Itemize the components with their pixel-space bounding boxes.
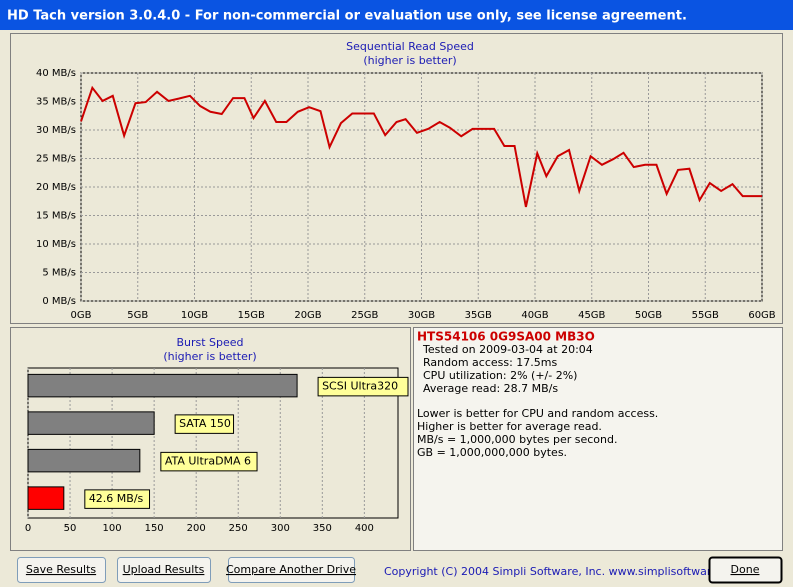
button-label[interactable]: Upload Results xyxy=(123,563,205,576)
bar xyxy=(27,448,141,473)
bar-label-box xyxy=(84,489,151,509)
x-tick-label: 350 xyxy=(313,523,332,534)
info-detail: CPU utilization: 2% (+/- 2%) xyxy=(423,369,577,382)
info-detail: Average read: 28.7 MB/s xyxy=(423,382,558,395)
y-tick-label: 35 MB/s xyxy=(36,97,76,108)
button[interactable] xyxy=(117,557,211,583)
copyright: Copyright (C) 2004 Simpli Software, Inc.… xyxy=(384,565,745,578)
bar-label-box xyxy=(174,414,235,434)
y-tick-label: 15 MB/s xyxy=(36,211,76,222)
x-tick-label: 5GB xyxy=(127,310,148,321)
bar-label-box xyxy=(317,376,409,397)
drive-name: HTS54106 0G9SA00 MB3O xyxy=(417,330,595,344)
x-tick-label: 35GB xyxy=(465,310,492,321)
y-tick-label: 5 MB/s xyxy=(42,268,76,279)
x-tick-label: 250 xyxy=(229,523,248,534)
chart-subtitle: (higher is better) xyxy=(163,350,256,363)
button-label[interactable]: Save Results xyxy=(26,563,96,576)
chart-title: Sequential Read Speed xyxy=(346,40,474,53)
x-tick-label: 0GB xyxy=(71,310,92,321)
bar xyxy=(27,486,65,510)
button[interactable] xyxy=(228,557,355,583)
x-tick-label: 0 xyxy=(25,523,31,534)
x-tick-label: 30GB xyxy=(408,310,435,321)
y-tick-label: 10 MB/s xyxy=(36,239,76,250)
read-line xyxy=(80,85,762,208)
button[interactable] xyxy=(708,556,783,584)
y-tick-label: 0 MB/s xyxy=(42,296,76,307)
bar-label: SCSI Ultra320 xyxy=(322,380,398,393)
x-tick-label: 45GB xyxy=(578,310,605,321)
y-tick-label: 25 MB/s xyxy=(36,154,76,165)
y-tick-label: 20 MB/s xyxy=(36,182,76,193)
x-tick-label: 20GB xyxy=(294,310,321,321)
info-note: MB/s = 1,000,000 bytes per second. xyxy=(417,433,617,446)
info-note: Higher is better for average read. xyxy=(417,420,602,433)
chart-subtitle: (higher is better) xyxy=(363,54,456,67)
y-tick-label: 30 MB/s xyxy=(36,125,76,136)
info-detail: Random access: 17.5ms xyxy=(423,356,558,369)
title-bar xyxy=(0,0,793,30)
button-label[interactable]: Done xyxy=(731,563,760,576)
x-tick-label: 400 xyxy=(355,523,374,534)
info-panel xyxy=(413,327,783,551)
x-tick-label: 300 xyxy=(271,523,290,534)
x-tick-label: 10GB xyxy=(181,310,208,321)
info-note: GB = 1,000,000,000 bytes. xyxy=(417,446,567,459)
x-tick-label: 50 xyxy=(64,523,77,534)
x-tick-label: 60GB xyxy=(748,310,775,321)
bar-label: SATA 150 xyxy=(179,417,231,430)
bar-label: 42.6 MB/s xyxy=(89,492,144,505)
chart-title: Burst Speed xyxy=(176,336,243,349)
x-tick-label: 40GB xyxy=(521,310,548,321)
window-title: HD Tach version 3.0.4.0 - For non-commer… xyxy=(7,9,687,24)
x-tick-label: 200 xyxy=(187,523,206,534)
x-tick-label: 15GB xyxy=(238,310,265,321)
x-tick-label: 25GB xyxy=(351,310,378,321)
bar-label-box xyxy=(160,451,258,472)
bar xyxy=(27,373,298,398)
y-tick-label: 40 MB/s xyxy=(36,68,76,79)
button[interactable] xyxy=(17,557,106,583)
button-label[interactable]: Compare Another Drive xyxy=(226,563,356,576)
info-detail: Tested on 2009-03-04 at 20:04 xyxy=(422,343,593,356)
x-tick-label: 50GB xyxy=(635,310,662,321)
x-tick-label: 150 xyxy=(145,523,164,534)
x-tick-label: 55GB xyxy=(692,310,719,321)
x-tick-label: 100 xyxy=(103,523,122,534)
bar xyxy=(27,411,155,435)
info-note: Lower is better for CPU and random acces… xyxy=(417,407,658,420)
bar-label: ATA UltraDMA 6 xyxy=(165,455,251,468)
